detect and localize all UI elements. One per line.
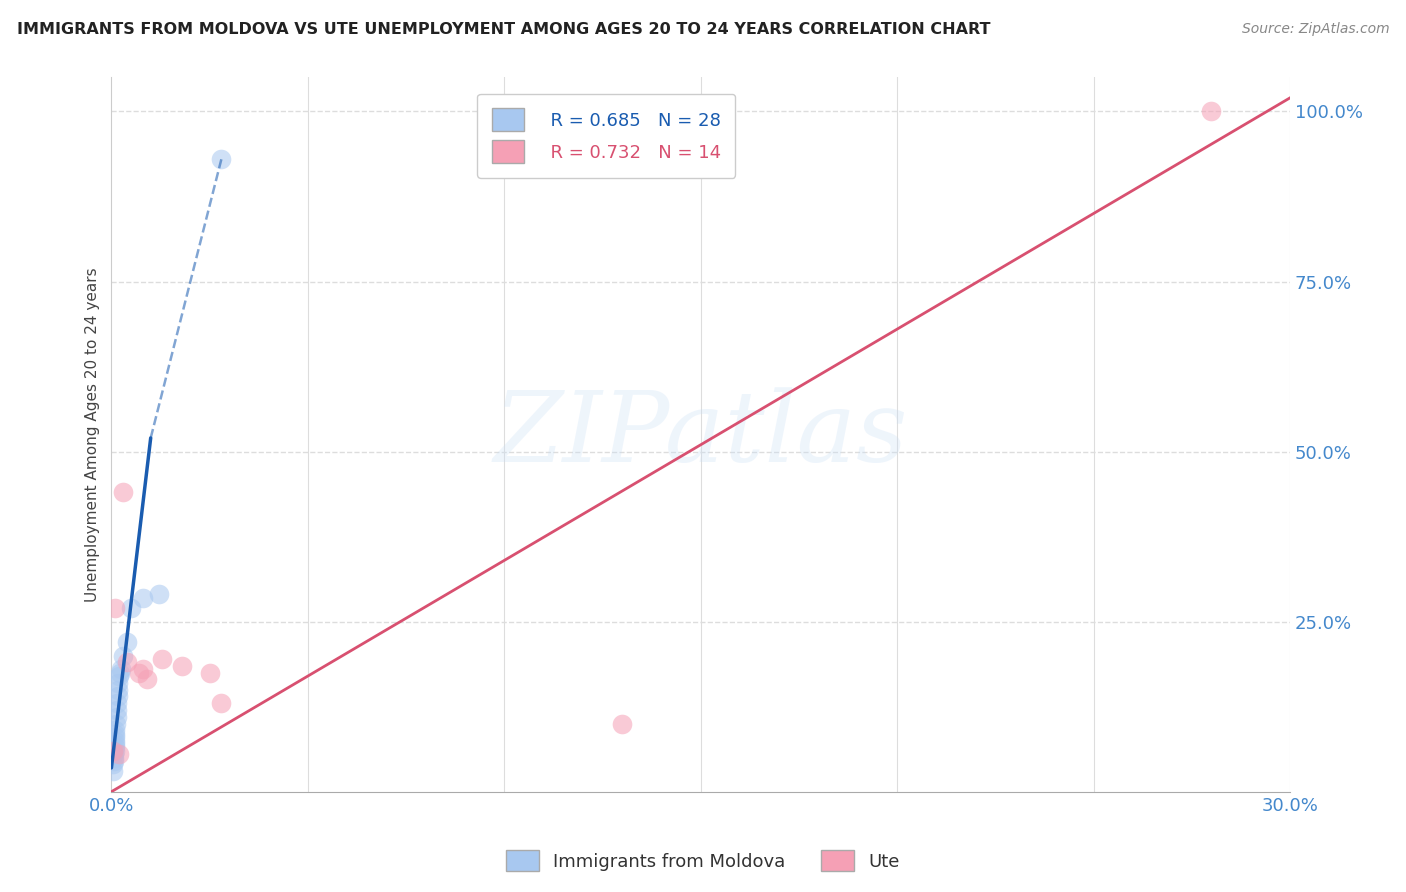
Point [135,673,157,687]
Point [108,747,131,762]
Point [152,652,174,666]
Point [105,696,128,710]
Point [110,662,132,676]
Text: ZIPatlas: ZIPatlas [494,387,908,483]
Text: Source: ZipAtlas.com: Source: ZipAtlas.com [1241,22,1389,37]
Point [128,665,150,680]
Point [104,737,127,751]
Text: IMMIGRANTS FROM MOLDOVA VS UTE UNEMPLOYMENT AMONG AGES 20 TO 24 YEARS CORRELATIO: IMMIGRANTS FROM MOLDOVA VS UTE UNEMPLOYM… [17,22,990,37]
Point [115,635,138,649]
Point [108,669,131,683]
Point [610,716,633,731]
Point [103,750,125,764]
Point [120,601,142,615]
Point [107,682,129,697]
Point [103,747,125,762]
Point [104,601,127,615]
Point [1201,104,1223,119]
Point [148,587,170,601]
Point [103,754,125,768]
Point [104,733,127,747]
Point [104,731,127,745]
Point [209,696,232,710]
Point [103,744,125,758]
Point [105,703,128,717]
Point [103,757,125,772]
Point [104,723,127,738]
Point [105,710,128,724]
Point [209,152,232,166]
Point [132,662,155,676]
Point [112,485,135,500]
Point [103,764,125,779]
Legend: Immigrants from Moldova, Ute: Immigrants from Moldova, Ute [499,843,907,879]
Point [103,740,125,755]
Point [105,716,128,731]
Y-axis label: Unemployment Among Ages 20 to 24 years: Unemployment Among Ages 20 to 24 years [86,268,100,602]
Point [132,591,155,605]
Point [104,727,127,741]
Point [112,648,135,663]
Point [198,665,221,680]
Point [172,658,194,673]
Point [107,690,129,704]
Point [108,665,131,680]
Point [103,744,125,758]
Point [115,656,138,670]
Legend:   R = 0.685   N = 28,   R = 0.732   N = 14: R = 0.685 N = 28, R = 0.732 N = 14 [478,94,735,178]
Point [107,676,129,690]
